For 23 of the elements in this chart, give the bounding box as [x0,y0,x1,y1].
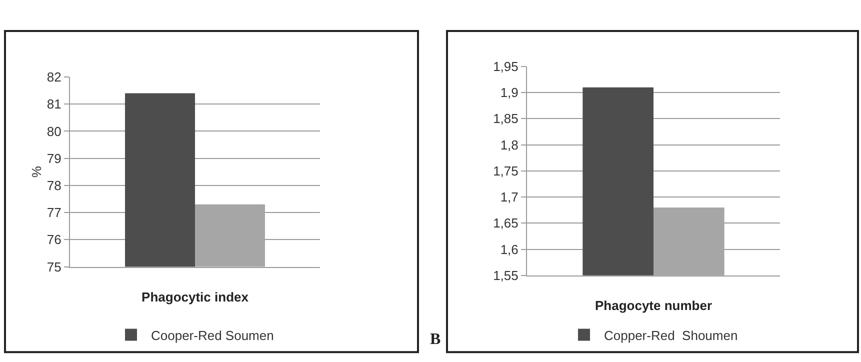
y-tick-label: 1,75 [493,163,518,178]
y-tick-label: 1,95 [493,58,518,74]
y-tick-label: 78 [46,178,62,193]
y-tick-label: 1,65 [493,216,518,231]
y-tick-label: 76 [46,232,62,248]
y-tick-label: 75 [46,259,62,274]
y-tick-label: 1,6 [500,242,518,257]
legend-label: Copper-Red Shoumen [604,328,738,343]
y-tick-label: 1,85 [493,111,518,126]
y-axis-title: % [28,166,44,178]
y-tick-label: 77 [46,205,62,220]
y-tick-label: 79 [46,150,62,166]
y-tick-label: 1,55 [493,268,518,283]
y-tick-label: 82 [46,70,62,85]
y-tick-label: 1,7 [500,190,518,205]
y-tick-label: 80 [46,124,62,139]
legend-label: Cooper-Red Soumen [151,328,274,343]
y-tick-label: 1,9 [500,85,518,100]
y-tick-label: 81 [46,96,62,112]
text: B [430,331,441,348]
x-tick-label: Phagocyte number [594,298,712,313]
y-tick-label: 1,8 [500,137,518,152]
x-tick-label: Phagocytic index [142,289,250,304]
